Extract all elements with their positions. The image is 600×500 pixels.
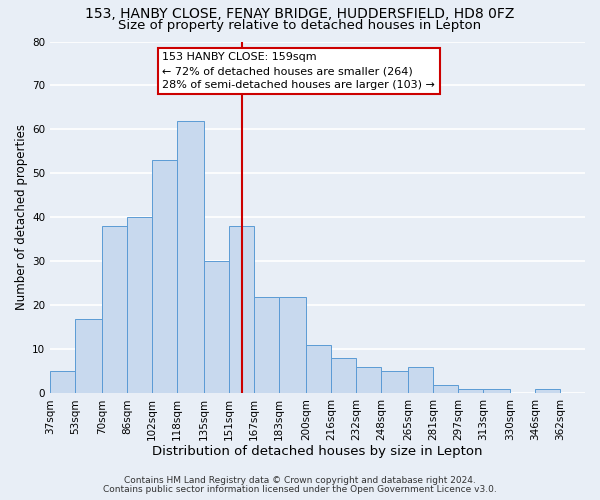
Bar bbox=[177, 120, 204, 394]
Bar bbox=[50, 372, 75, 394]
Bar bbox=[102, 226, 127, 394]
Bar bbox=[279, 296, 306, 394]
Bar bbox=[127, 218, 152, 394]
Text: 153 HANBY CLOSE: 159sqm
← 72% of detached houses are smaller (264)
28% of semi-d: 153 HANBY CLOSE: 159sqm ← 72% of detache… bbox=[163, 52, 436, 90]
Bar bbox=[433, 384, 458, 394]
X-axis label: Distribution of detached houses by size in Lepton: Distribution of detached houses by size … bbox=[152, 444, 483, 458]
Bar bbox=[381, 372, 408, 394]
Bar bbox=[204, 262, 229, 394]
Bar bbox=[306, 345, 331, 394]
Text: Size of property relative to detached houses in Lepton: Size of property relative to detached ho… bbox=[118, 18, 482, 32]
Y-axis label: Number of detached properties: Number of detached properties bbox=[15, 124, 28, 310]
Bar bbox=[152, 160, 177, 394]
Text: Contains public sector information licensed under the Open Government Licence v3: Contains public sector information licen… bbox=[103, 485, 497, 494]
Bar bbox=[229, 226, 254, 394]
Bar bbox=[254, 296, 279, 394]
Bar bbox=[75, 318, 102, 394]
Bar bbox=[458, 389, 483, 394]
Text: 153, HANBY CLOSE, FENAY BRIDGE, HUDDERSFIELD, HD8 0FZ: 153, HANBY CLOSE, FENAY BRIDGE, HUDDERSF… bbox=[85, 8, 515, 22]
Bar bbox=[483, 389, 510, 394]
Bar bbox=[408, 367, 433, 394]
Text: Contains HM Land Registry data © Crown copyright and database right 2024.: Contains HM Land Registry data © Crown c… bbox=[124, 476, 476, 485]
Bar bbox=[356, 367, 381, 394]
Bar bbox=[331, 358, 356, 394]
Bar bbox=[535, 389, 560, 394]
